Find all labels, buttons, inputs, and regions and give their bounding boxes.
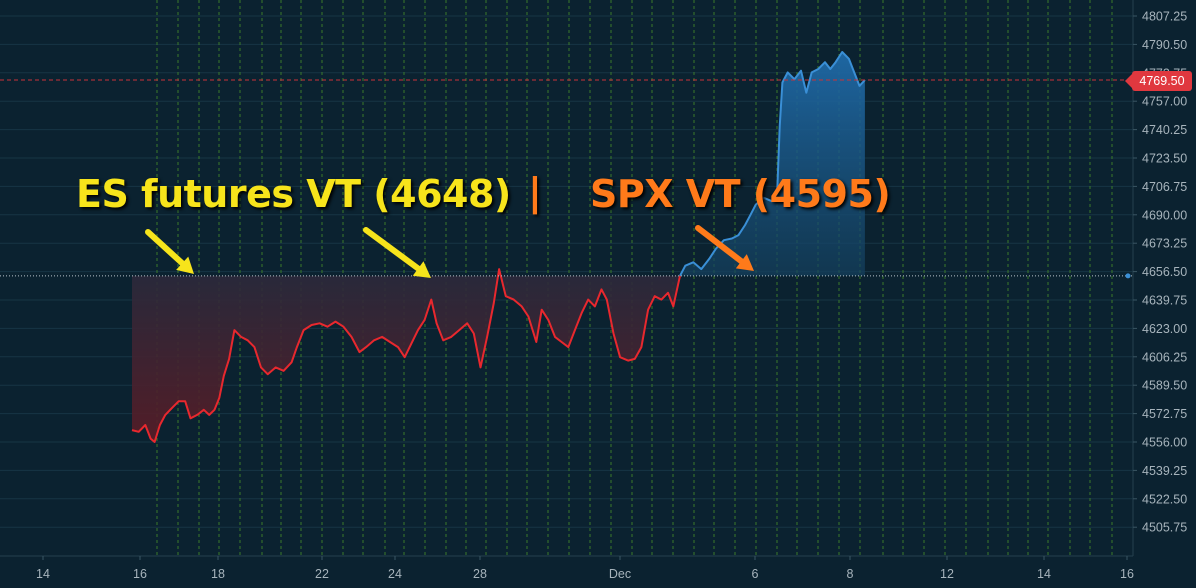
x-tick-label: 14 xyxy=(1037,567,1051,581)
spx-arrow xyxy=(695,225,754,271)
x-tick-label: 14 xyxy=(36,567,50,581)
x-tick-label: 24 xyxy=(388,567,402,581)
es-arrow-right xyxy=(363,227,431,278)
spx-annotation: SPX VT (4595) xyxy=(590,172,891,216)
below-reference-fill xyxy=(132,269,680,442)
annotation-separator: | xyxy=(528,170,542,214)
y-tick-label: 4505.75 xyxy=(1142,521,1187,535)
y-tick-label: 4623.00 xyxy=(1142,322,1187,336)
y-tick-label: 4522.50 xyxy=(1142,492,1187,506)
y-tick-label: 4572.75 xyxy=(1142,407,1187,421)
x-tick-label: 6 xyxy=(752,567,759,581)
y-tick-label: 4539.25 xyxy=(1142,464,1187,478)
es-futures-annotation: ES futures VT (4648) xyxy=(76,172,511,216)
y-tick-label: 4606.25 xyxy=(1142,350,1187,364)
above-reference-fill xyxy=(680,52,865,276)
x-tick-label: 18 xyxy=(211,567,225,581)
x-tick-label: 8 xyxy=(847,567,854,581)
x-tick-label: Dec xyxy=(609,567,631,581)
y-tick-label: 4740.25 xyxy=(1142,123,1187,137)
y-tick-label: 4556.00 xyxy=(1142,436,1187,450)
y-tick-label: 4706.75 xyxy=(1142,180,1187,194)
price-lines xyxy=(131,51,866,443)
price-line-below xyxy=(131,268,681,443)
es-arrow-left xyxy=(145,229,194,274)
y-tick-label: 4589.50 xyxy=(1142,379,1187,393)
last-price-badge: 4769.50 xyxy=(1125,71,1192,91)
x-axis[interactable]: 14 16 18 22 24 28 Dec 6 8 12 14 16 xyxy=(0,555,1134,581)
y-tick-label: 4807.25 xyxy=(1142,10,1187,24)
y-tick-label: 4656.50 xyxy=(1142,265,1187,279)
y-tick-label: 4790.50 xyxy=(1142,38,1187,52)
y-tick-label: 4690.00 xyxy=(1142,208,1187,222)
y-tick-label: 4639.75 xyxy=(1142,294,1187,308)
reference-lines xyxy=(0,79,1133,279)
y-tick-label: 4673.25 xyxy=(1142,237,1187,251)
x-tick-label: 28 xyxy=(473,567,487,581)
area-fills xyxy=(132,52,865,442)
y-tick-label: 4723.50 xyxy=(1142,152,1187,166)
price-line-above xyxy=(679,51,866,277)
x-tick-label: 16 xyxy=(133,567,147,581)
x-tick-label: 12 xyxy=(940,567,954,581)
x-tick-label: 22 xyxy=(315,567,329,581)
annotation-arrows xyxy=(145,225,754,278)
edge-marker xyxy=(1125,273,1131,279)
x-tick-label: 16 xyxy=(1120,567,1134,581)
y-tick-label: 4757.00 xyxy=(1142,95,1187,109)
